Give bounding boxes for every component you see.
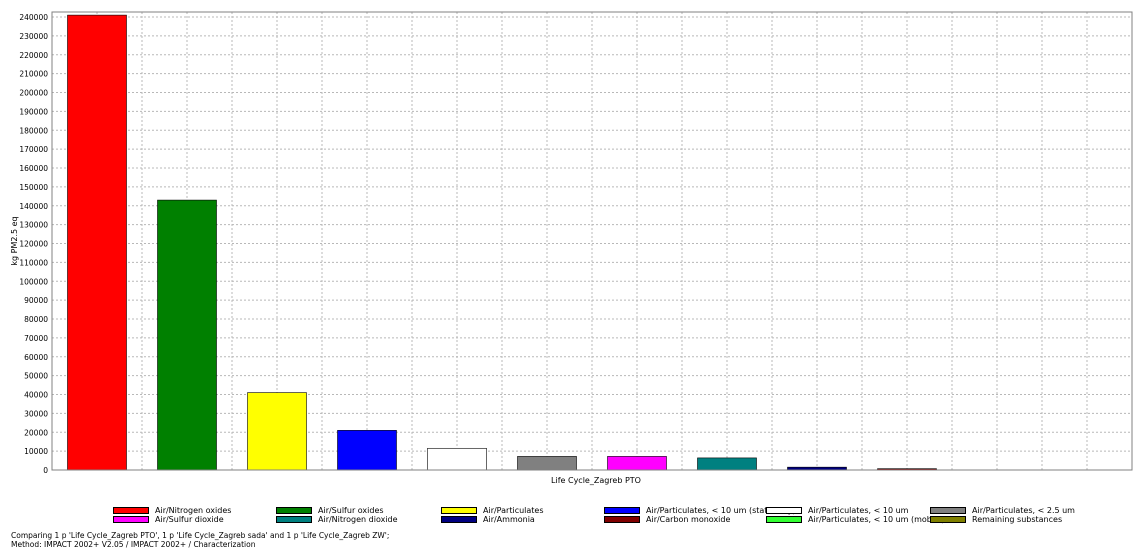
legend-label: Air/Sulfur oxides xyxy=(318,506,384,515)
y-tick-label: 170000 xyxy=(19,145,48,154)
y-tick-label: 200000 xyxy=(19,89,48,98)
legend-label: Air/Particulates xyxy=(483,506,544,515)
legend-swatch xyxy=(604,507,640,514)
y-axis-label: kg PM2.5 eq xyxy=(10,216,19,265)
y-tick-label: 220000 xyxy=(19,51,48,60)
legend-label: Air/Sulfur dioxide xyxy=(155,515,224,524)
x-axis-label: Life Cycle_Zagreb PTO xyxy=(551,476,641,485)
legend-label: Remaining substances xyxy=(972,515,1063,524)
y-axis-ticks: 0 10000 20000 30000 40000 50000 60000 70000 8000… xyxy=(19,13,48,475)
bar xyxy=(607,456,667,471)
legend-swatch xyxy=(766,516,802,523)
legend-swatch xyxy=(441,516,477,523)
y-tick-label: 80000 xyxy=(24,315,48,324)
footer-method-text: Method: IMPACT 2002+ V2.05 / IMPACT 2002… xyxy=(11,540,256,549)
y-tick-label: 140000 xyxy=(19,202,48,211)
gridlines xyxy=(52,12,1132,471)
legend-swatch xyxy=(276,516,312,523)
y-tick-label: 110000 xyxy=(19,258,48,267)
legend-label: Air/Ammonia xyxy=(483,515,535,524)
y-tick-label: 70000 xyxy=(24,334,48,343)
bar xyxy=(427,447,487,471)
y-tick-label: 100000 xyxy=(19,277,48,286)
y-tick-label: 150000 xyxy=(19,183,48,192)
plot-area-border xyxy=(51,11,1133,471)
bar xyxy=(157,199,217,471)
y-tick-label: 190000 xyxy=(19,107,48,116)
legend-label: Air/Nitrogen oxides xyxy=(155,506,232,515)
y-tick-label: 240000 xyxy=(19,13,48,22)
bar xyxy=(697,457,757,471)
legend-swatch xyxy=(113,507,149,514)
y-tick-label: 90000 xyxy=(24,296,48,305)
legend-swatch xyxy=(766,507,802,514)
bar-chart: 0 10000 20000 30000 40000 50000 60000 70000 8000… xyxy=(10,11,1133,485)
legend-swatch xyxy=(930,516,966,523)
bar xyxy=(247,392,307,471)
footer-comparison-text: Comparing 1 p 'Life Cycle_Zagreb PTO', 1… xyxy=(11,531,390,540)
y-tick-label: 30000 xyxy=(24,409,48,418)
legend-swatch xyxy=(113,516,149,523)
y-tick-label: 60000 xyxy=(24,353,48,362)
legend-label: Air/Particulates, < 10 um (mobile) xyxy=(808,515,945,524)
bar xyxy=(337,430,397,471)
legend-swatch xyxy=(441,507,477,514)
y-tick-label: 160000 xyxy=(19,164,48,173)
legend-swatch xyxy=(604,516,640,523)
legend-swatch xyxy=(930,507,966,514)
bars xyxy=(67,14,937,471)
chart-footer: Comparing 1 p 'Life Cycle_Zagreb PTO', 1… xyxy=(11,531,389,549)
legend-label: Air/Particulates, < 2.5 um xyxy=(972,506,1075,515)
bar xyxy=(517,456,577,471)
legend-label: Air/Carbon monoxide xyxy=(646,515,731,524)
legend-swatch xyxy=(276,507,312,514)
legend: Air/Nitrogen oxides Air/Sulfur oxides Air/… xyxy=(0,506,1136,528)
y-tick-label: 130000 xyxy=(19,221,48,230)
y-tick-label: 120000 xyxy=(19,240,48,249)
y-tick-label: 10000 xyxy=(24,447,48,456)
y-tick-label: 0 xyxy=(43,466,48,475)
y-tick-label: 50000 xyxy=(24,372,48,381)
y-tick-label: 230000 xyxy=(19,32,48,41)
bar xyxy=(67,14,127,471)
y-tick-label: 20000 xyxy=(24,428,48,437)
legend-label: Air/Particulates, < 10 um xyxy=(808,506,909,515)
legend-label: Air/Nitrogen dioxide xyxy=(318,515,398,524)
legend-label: Air/Particulates, < 10 um (stationary) xyxy=(646,506,796,515)
y-tick-label: 210000 xyxy=(19,70,48,79)
y-tick-label: 180000 xyxy=(19,126,48,135)
y-tick-label: 40000 xyxy=(24,391,48,400)
